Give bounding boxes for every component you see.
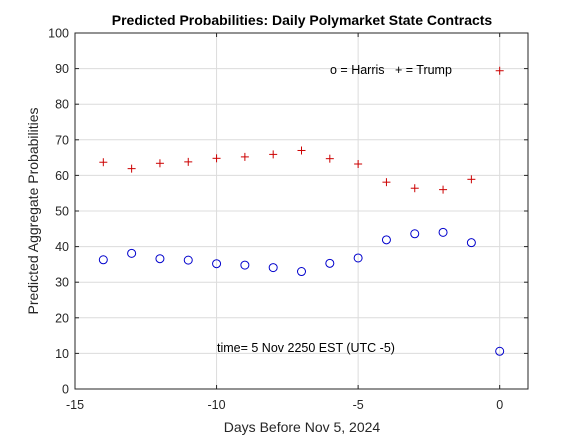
- x-tick-label: -15: [66, 398, 84, 412]
- trump-point: [99, 158, 108, 167]
- legend-text: o = Harris + = Trump: [330, 63, 452, 77]
- trump-point: [212, 154, 221, 163]
- harris-point: [410, 229, 420, 239]
- trump-point: [354, 160, 363, 169]
- trump-point: [439, 185, 448, 194]
- trump-point: [410, 184, 419, 193]
- trump-point: [382, 178, 391, 187]
- y-tick-label: 80: [55, 98, 69, 112]
- axis-ticks: [74, 32, 528, 390]
- trump-point: [325, 154, 334, 163]
- y-tick-label: 90: [55, 62, 69, 76]
- time-annotation: time= 5 Nov 2250 EST (UTC -5): [217, 341, 395, 355]
- y-axis-label: Predicted Aggregate Probabilities: [25, 107, 41, 314]
- harris-point: [438, 227, 448, 237]
- chart-title: Predicted Probabilities: Daily Polymarke…: [112, 12, 493, 28]
- harris-point: [212, 259, 222, 269]
- y-tick-label: 60: [55, 169, 69, 183]
- harris-point: [466, 238, 476, 248]
- y-tick-label: 0: [62, 383, 69, 397]
- trump-point: [495, 66, 504, 75]
- x-tick-label: -5: [353, 398, 364, 412]
- harris-point: [495, 346, 505, 356]
- y-tick-label: 70: [55, 133, 69, 147]
- y-tick-label: 40: [55, 240, 69, 254]
- harris-point: [98, 255, 108, 265]
- harris-point: [127, 248, 137, 258]
- x-tick-label: -10: [208, 398, 226, 412]
- harris-point: [155, 254, 165, 264]
- trump-point: [297, 146, 306, 155]
- y-tick-label: 30: [55, 276, 69, 290]
- x-tick-label: 0: [496, 398, 503, 412]
- y-tick-label: 10: [55, 347, 69, 361]
- trump-point: [155, 159, 164, 168]
- harris-point: [325, 258, 335, 268]
- harris-point: [297, 267, 306, 277]
- trump-point: [240, 152, 249, 161]
- data-marks: [98, 66, 505, 356]
- trump-point: [184, 157, 193, 166]
- harris-point: [183, 255, 193, 265]
- harris-point: [381, 235, 391, 245]
- grid: [75, 33, 528, 389]
- tick-labels: -15 -10 -5 0 0 10 20 30 40 50 60 70 80 90 100: [48, 27, 503, 413]
- harris-point: [353, 253, 363, 263]
- x-axis-label: Days Before Nov 5, 2024: [224, 419, 381, 435]
- harris-point: [240, 260, 250, 270]
- y-tick-label: 100: [48, 27, 69, 41]
- y-tick-label: 20: [55, 311, 69, 325]
- y-tick-label: 50: [55, 205, 69, 219]
- trump-point: [269, 150, 278, 159]
- harris-point: [268, 263, 278, 273]
- trump-point: [467, 175, 476, 184]
- trump-point: [127, 164, 136, 173]
